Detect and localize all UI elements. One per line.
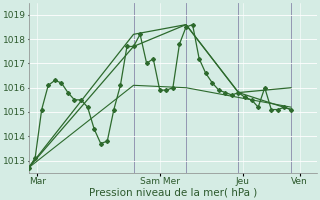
X-axis label: Pression niveau de la mer( hPa ): Pression niveau de la mer( hPa ) xyxy=(89,187,257,197)
